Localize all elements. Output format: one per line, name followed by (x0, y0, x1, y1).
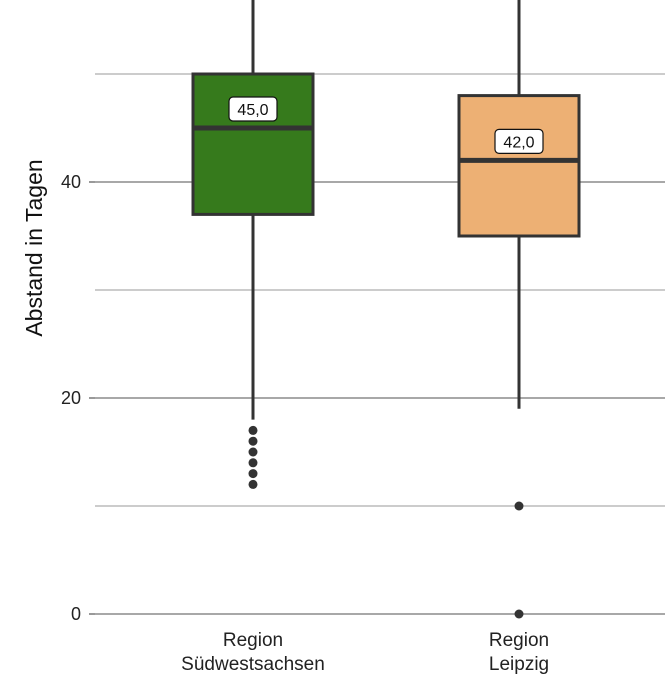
outlier-point (514, 609, 524, 619)
x-category-label: Leipzig (489, 654, 549, 675)
outlier-point (248, 469, 258, 479)
median-label-box (228, 96, 278, 122)
box-group (191, 0, 315, 489)
y-tick-label: 0 (71, 604, 81, 624)
y-tick-label: 40 (61, 172, 81, 192)
x-category-label: Südwestsachsen (181, 654, 325, 675)
outlier-point (248, 479, 258, 489)
x-category-label: Region (223, 630, 283, 651)
median-label-box (494, 128, 544, 154)
y-tick-label: 20 (61, 388, 81, 408)
y-axis-title: Abstand in Tagen (21, 159, 47, 336)
median-label: 42,0 (494, 128, 544, 154)
box-layer (191, 0, 581, 619)
box-iqr (457, 94, 581, 238)
x-category-label: Region (489, 630, 549, 651)
axis-layer: 0 20 40 Region Südwestsachsen Region Leipzig (61, 172, 549, 675)
outlier-point (248, 425, 258, 435)
outlier-point (248, 436, 258, 446)
box-group (457, 0, 581, 619)
outlier-point (248, 447, 258, 457)
grid-layer (95, 73, 665, 615)
median-label: 45,0 (228, 96, 278, 122)
outlier-point (514, 501, 524, 511)
median-label-text: 42,0 (503, 134, 534, 151)
label-layer: 45,0 42,0 (228, 96, 544, 154)
box-iqr (191, 72, 315, 216)
median-label-text: 45,0 (237, 102, 268, 119)
outlier-point (248, 458, 258, 468)
